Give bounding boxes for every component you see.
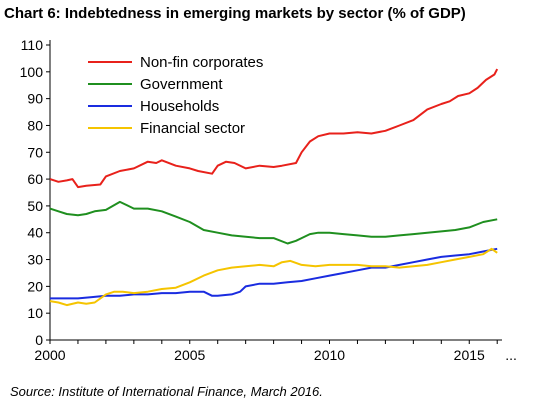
y-tick-label: 70 bbox=[27, 144, 43, 160]
x-tick-label: 2000 bbox=[34, 347, 65, 363]
chart-axes: 0 10 20 30 40 50 60 70 80 90 100 110 2000 2005 2010 201… bbox=[20, 37, 517, 363]
line-chart: 0 10 20 30 40 50 60 70 80 90 100 110 2000 2005 2010 201… bbox=[20, 37, 517, 363]
legend-label: Non-fin corporates bbox=[140, 54, 263, 71]
chart-title: Chart 6: Indebtedness in emerging market… bbox=[4, 5, 466, 22]
y-tick-label: 0 bbox=[35, 332, 43, 348]
source-note: Source: Institute of International Finan… bbox=[10, 384, 323, 399]
y-tick-label: 10 bbox=[27, 305, 43, 321]
chart-series bbox=[49, 68, 499, 307]
y-tick-label: 30 bbox=[27, 252, 43, 268]
y-tick-label: 90 bbox=[27, 91, 43, 107]
chart-legend: Non-fin corporates Government Households Fi… bbox=[88, 54, 263, 137]
y-tick-label: 60 bbox=[27, 171, 43, 187]
x-tick-label-trailing: ... bbox=[505, 347, 517, 363]
y-tick-label: 110 bbox=[21, 37, 44, 53]
x-tick-label: 2005 bbox=[174, 347, 205, 363]
legend-label: Financial sector bbox=[140, 120, 245, 137]
x-tick-label: 2015 bbox=[454, 347, 485, 363]
y-tick-label: 50 bbox=[27, 198, 43, 214]
series-line-financial-sector bbox=[49, 247, 498, 307]
series-line-government bbox=[49, 200, 498, 245]
y-tick-label: 80 bbox=[27, 117, 43, 133]
y-tick-label: 20 bbox=[27, 278, 43, 294]
series-line-non-fin-corporates bbox=[49, 68, 499, 189]
legend-label: Government bbox=[140, 76, 223, 93]
y-tick-label: 100 bbox=[20, 64, 44, 80]
x-tick-label: 2010 bbox=[314, 347, 345, 363]
legend-label: Households bbox=[140, 98, 219, 115]
series-line-households bbox=[50, 247, 498, 300]
y-tick-label: 40 bbox=[27, 225, 43, 241]
